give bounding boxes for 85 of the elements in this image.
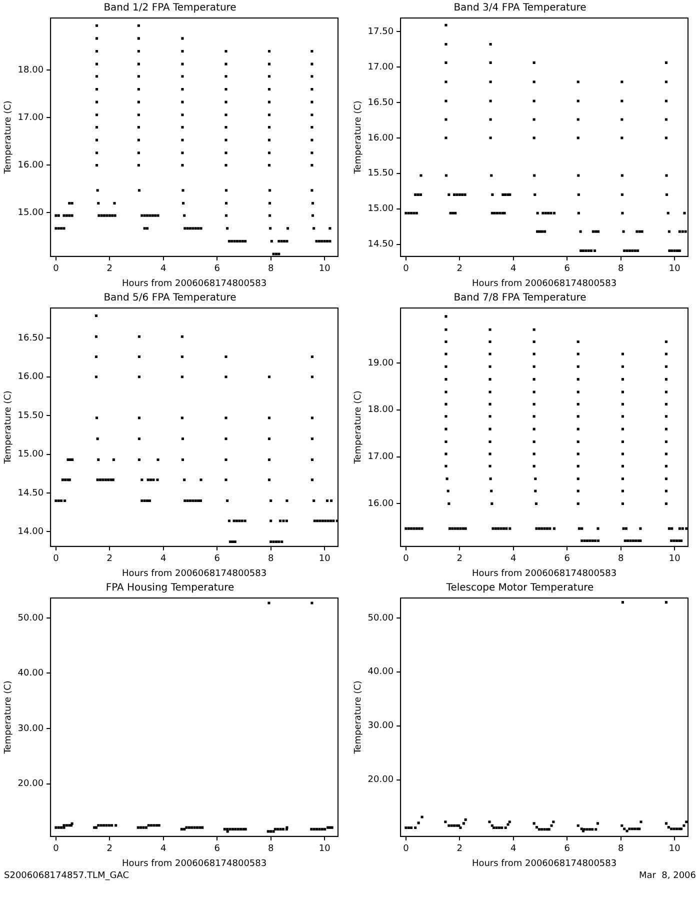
x-tick-label: 0 — [53, 264, 60, 274]
x-tick-label: 0 — [403, 264, 410, 274]
y-tick-label: 16.00 — [368, 499, 394, 510]
y-tick-label: 50.00 — [368, 613, 394, 624]
x-tick-label: 8 — [618, 264, 624, 274]
x-tick-label: 4 — [160, 844, 167, 854]
y-tick-label: 40.00 — [368, 667, 394, 678]
x-tick-label: 4 — [160, 264, 167, 274]
y-tick-label: 18.00 — [368, 405, 394, 416]
y-tick-label: 16.50 — [368, 98, 394, 108]
x-tick-label: 10 — [668, 264, 681, 274]
x-tick-label: 10 — [318, 844, 331, 854]
y-tick-label: 16.00 — [18, 372, 44, 382]
y-tick-label: 40.00 — [18, 668, 44, 679]
y-tick-label: 30.00 — [368, 721, 394, 732]
y-tick-label: 15.00 — [368, 204, 394, 214]
y-tick-label: 50.00 — [18, 613, 44, 624]
x-tick-label: 8 — [268, 844, 274, 854]
x-axis-title: Hours from 2006068174800583 — [472, 568, 617, 579]
y-tick-label: 16.00 — [368, 133, 394, 144]
chart-title: Band 7/8 FPA Temperature — [454, 292, 586, 304]
x-tick-label: 0 — [403, 554, 410, 564]
y-tick-label: 15.50 — [368, 168, 394, 179]
x-tick-label: 10 — [318, 554, 331, 564]
y-axis-title: Temperature (C) — [354, 390, 364, 465]
x-axis-title: Hours from 2006068174800583 — [122, 858, 267, 869]
x-tick-label: 2 — [106, 844, 113, 854]
x-tick-label: 2 — [456, 554, 463, 564]
x-tick-label: 0 — [53, 554, 60, 564]
chart-title: Band 3/4 FPA Temperature — [454, 2, 586, 14]
x-tick-label: 8 — [618, 844, 624, 854]
x-tick-label: 6 — [214, 264, 220, 274]
y-tick-label: 18.00 — [18, 66, 44, 76]
text: S2006068174857.TLM_GAC — [3, 870, 130, 882]
y-tick-label: 14.50 — [368, 240, 394, 250]
x-tick-label: 8 — [268, 264, 274, 274]
y-tick-label: 30.00 — [18, 724, 44, 734]
y-tick-label: 14.00 — [18, 527, 44, 538]
x-tick-label: 2 — [106, 554, 113, 564]
y-tick-label: 16.50 — [18, 334, 44, 344]
y-axis-title: Temperature (C) — [354, 100, 364, 175]
x-tick-label: 4 — [510, 554, 517, 564]
y-tick-label: 20.00 — [18, 779, 44, 790]
x-tick-label: 6 — [564, 264, 570, 274]
x-tick-label: 10 — [668, 844, 681, 854]
x-axis-title: Hours from 2006068174800583 — [122, 278, 267, 289]
y-tick-label: 17.00 — [18, 113, 44, 124]
y-tick-label: 15.00 — [18, 450, 44, 460]
x-tick-label: 0 — [403, 844, 410, 854]
x-tick-label: 4 — [160, 554, 167, 564]
x-tick-label: 8 — [268, 554, 274, 564]
text: Mar 8, 2006 — [638, 870, 697, 882]
x-tick-label: 6 — [214, 554, 220, 564]
y-tick-label: 15.50 — [18, 410, 44, 421]
x-tick-label: 10 — [318, 264, 331, 274]
chart-title: Band 5/6 FPA Temperature — [104, 292, 236, 304]
x-tick-label: 6 — [564, 554, 570, 564]
y-tick-label: 17.00 — [368, 452, 394, 462]
chart-title: Band 1/2 FPA Temperature — [104, 2, 236, 14]
x-tick-label: 2 — [106, 264, 113, 274]
y-tick-label: 14.50 — [18, 488, 44, 498]
x-tick-label: 2 — [456, 264, 463, 274]
x-axis-title: Hours from 2006068174800583 — [472, 278, 617, 289]
x-axis-title: Hours from 2006068174800583 — [122, 568, 267, 579]
y-tick-label: 17.50 — [368, 26, 394, 37]
x-tick-label: 10 — [668, 554, 681, 564]
x-tick-label: 6 — [564, 844, 570, 854]
x-tick-label: 6 — [214, 844, 220, 854]
x-axis-title: Hours from 2006068174800583 — [472, 858, 617, 869]
y-tick-label: 20.00 — [368, 775, 394, 786]
y-tick-label: 16.00 — [18, 160, 44, 171]
x-tick-label: 8 — [618, 554, 624, 564]
x-tick-label: 4 — [510, 844, 517, 854]
y-tick-label: 17.00 — [368, 62, 394, 72]
y-axis-title: Temperature (C) — [4, 100, 14, 175]
x-tick-label: 2 — [456, 844, 463, 854]
y-tick-label: 15.00 — [18, 208, 44, 218]
chart-title: Telescope Motor Temperature — [445, 582, 594, 594]
x-tick-label: 4 — [510, 264, 517, 274]
y-axis-title: Temperature (C) — [4, 680, 14, 755]
y-tick-label: 19.00 — [368, 358, 394, 368]
chart-title: FPA Housing Temperature — [106, 582, 234, 594]
y-axis-title: Temperature (C) — [4, 390, 14, 465]
x-tick-label: 0 — [53, 844, 60, 854]
y-axis-title: Temperature (C) — [354, 680, 364, 755]
